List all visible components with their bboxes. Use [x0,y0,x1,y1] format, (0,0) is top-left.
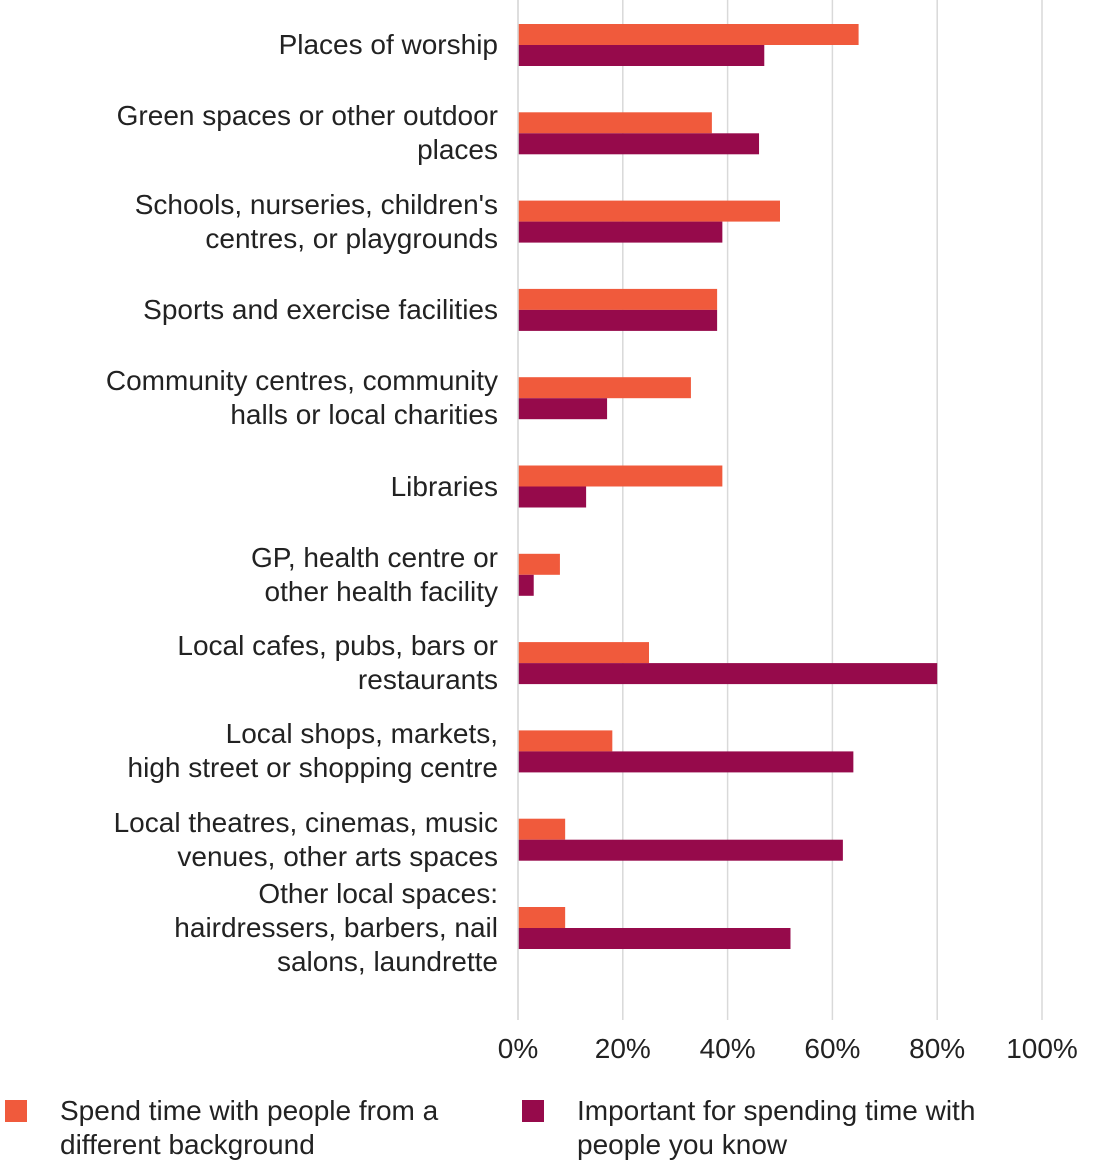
y-tick-label: Community centres, community halls or lo… [105,365,498,431]
x-tick-label: 60% [804,1033,861,1064]
x-tick-label: 0% [497,1033,539,1064]
y-tick-label: GP, health centre or other health facili… [251,541,498,607]
x-tick-label: 100% [1006,1033,1078,1064]
bar [518,398,608,420]
bar [518,751,854,773]
bar [518,465,723,487]
bar [518,818,566,840]
bar [518,907,566,928]
bar [518,839,843,861]
bar [518,200,780,222]
bar [518,642,649,664]
y-tick-label: Other local spaces: hairdressers, barber… [174,878,498,977]
x-tick-label: 40% [699,1033,756,1064]
bar [518,221,723,243]
legend-label: Spend time with people from a different … [60,1095,439,1160]
bar [518,24,859,45]
bar [518,730,613,752]
y-tick-label: Local shops, markets, high street or sho… [127,718,498,784]
y-tick-label: Local cafes, pubs, bars or restaurants [177,630,498,696]
y-tick-label: Places of worship [278,29,498,60]
bar [518,45,765,66]
y-tick-label: Libraries [390,470,498,502]
y-tick-label: Sports and exercise facilities [143,293,498,325]
bar [518,288,718,310]
legend-swatch [5,1100,27,1122]
bar [518,377,691,399]
y-tick-label: Schools, nurseries, children's centres, … [134,188,498,254]
bar [518,309,718,331]
x-tick-label: 20% [594,1033,651,1064]
legend-swatch [522,1100,544,1122]
y-tick-label: Green spaces or other outdoor places [116,100,498,166]
bar [518,486,587,508]
bar [518,574,534,596]
y-tick-label: Local theatres, cinemas, music venues, o… [113,806,498,872]
legend-label: Important for spending time with people … [577,1095,976,1160]
bar [518,112,712,134]
bar [518,553,560,575]
bar [518,928,791,949]
x-tick-label: 80% [909,1033,966,1064]
bar [518,663,938,685]
bar [518,133,760,155]
